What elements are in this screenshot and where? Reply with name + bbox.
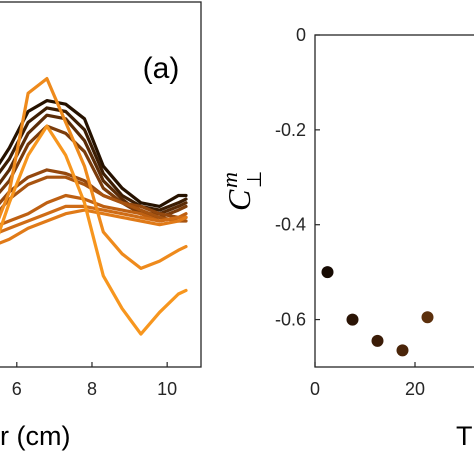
y-label-main: C xyxy=(221,189,257,211)
panel-a-series-line-11 xyxy=(0,124,188,336)
y-label-subscript: ⊥ xyxy=(242,171,266,188)
panel-a-series-line-8 xyxy=(0,204,188,234)
panel-b-point-5 xyxy=(421,311,434,324)
panel-a: (a) 6 8 10 r (cm) xyxy=(0,1,202,451)
panel-b-point-3 xyxy=(371,334,384,347)
panel-b-x-tick-label-1: 0 xyxy=(310,379,320,399)
panel-b-y-tick-label-3: -0.4 xyxy=(275,215,306,235)
panel-a-x-tick-label-1: 6 xyxy=(12,379,22,399)
panel-a-series-line-10 xyxy=(0,76,188,270)
panel-a-series-line-3 xyxy=(0,113,188,216)
panel-b-y-tick-label-1: 0 xyxy=(296,25,306,45)
panel-a-x-tick-label-3: 10 xyxy=(157,379,177,399)
y-label-superscript: m xyxy=(217,172,242,188)
panel-b: 0 -0.2 -0.4 -0.6 0 20 C m ⊥ T xyxy=(217,25,474,451)
panel-b-y-tick-label-2: -0.2 xyxy=(275,120,306,140)
panel-a-series-line-6 xyxy=(0,175,188,223)
panel-b-y-axis-label: C m ⊥ xyxy=(217,171,266,211)
panel-a-x-tick-label-2: 8 xyxy=(87,379,97,399)
panel-b-y-ticks: 0 -0.2 -0.4 -0.6 xyxy=(275,25,320,330)
panel-a-series-line-9 xyxy=(0,208,188,245)
panel-a-series-line-2 xyxy=(0,106,188,212)
panel-a-axes-frame xyxy=(0,1,202,368)
panel-b-x-ticks: 0 20 xyxy=(310,362,425,399)
panel-b-point-2 xyxy=(346,313,359,326)
panel-a-x-axis-label: r (cm) xyxy=(0,421,70,451)
panel-b-points-group xyxy=(321,266,434,357)
panel-b-x-tick-label-2: 20 xyxy=(405,379,425,399)
panel-b-point-1 xyxy=(321,266,334,279)
panel-a-label: (a) xyxy=(143,52,180,85)
panel-b-x-axis-label: T xyxy=(456,421,473,451)
panel-b-y-tick-label-4: -0.6 xyxy=(275,310,306,330)
panel-a-series-group xyxy=(0,76,188,336)
panel-b-point-4 xyxy=(396,344,409,357)
panel-a-series-line-4 xyxy=(0,124,188,219)
panel-a-x-ticks: 6 8 10 xyxy=(12,362,177,399)
panel-b-axes-frame xyxy=(314,34,474,368)
